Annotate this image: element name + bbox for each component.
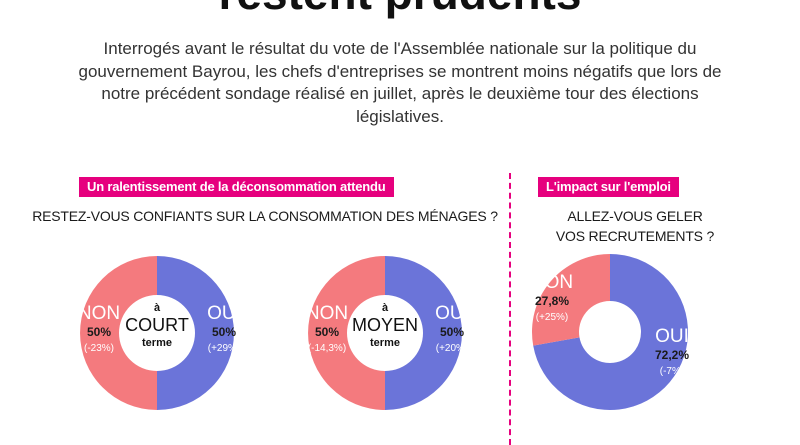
- donut-1-oui-value: 50%: [440, 325, 464, 339]
- question-employment-line1: ALLEZ-VOUS GELER: [567, 208, 703, 224]
- section-divider: [509, 173, 511, 445]
- section-tag-employment: L'impact sur l'emploi: [538, 177, 679, 197]
- donut-1-slice-oui: [385, 256, 462, 410]
- donut-2-non-name: NON: [531, 272, 573, 293]
- donut-1-non-name: NON: [306, 303, 348, 324]
- donut-0-oui-name: OUI: [207, 303, 241, 324]
- donut-2-slice-oui: [533, 254, 689, 410]
- donut-1-oui-name: OUI: [435, 303, 469, 324]
- donut-2-oui-value: 72,2%: [655, 348, 689, 362]
- donut-1-non-change: (-14,3%): [308, 343, 346, 354]
- donut-2-slice-non: [532, 253, 610, 346]
- donut-1-slice-non: [308, 256, 385, 410]
- donut-0-non-name: NON: [78, 303, 120, 324]
- section-tag-consumption: Un ralentissement de la déconsommation a…: [79, 177, 394, 197]
- donut-2-non-value: 27,8%: [535, 294, 569, 308]
- donut-0-center-term: COURT: [125, 315, 189, 335]
- intro-paragraph: Interrogés avant le résultat du vote de …: [78, 39, 722, 126]
- donut-1-center-term: MOYEN: [352, 315, 418, 335]
- donut-0-non-change: (-23%): [84, 343, 114, 354]
- donut-2-oui-name: OUI: [655, 326, 689, 347]
- donut-0-oui-value: 50%: [212, 325, 236, 339]
- donut-2-non-change: (+25%): [536, 312, 569, 323]
- donut-0-non-value: 50%: [87, 325, 111, 339]
- donut-1-oui-change: (+20%): [436, 343, 469, 354]
- donut-1-center-terme: terme: [370, 337, 400, 349]
- donut-0-slice-non: [80, 256, 157, 410]
- donut-0-center-a: à: [154, 302, 161, 314]
- page-title: restent prudents: [0, 0, 800, 20]
- donut-2-oui-change: (-7%): [660, 366, 684, 377]
- donut-0-oui-change: (+29%): [208, 343, 241, 354]
- question-employment-line2: VOS RECRUTEMENTS ?: [555, 228, 715, 244]
- donut-0-center-terme: terme: [142, 337, 172, 349]
- donut-1-non-value: 50%: [315, 325, 339, 339]
- donut-1-center-a: à: [382, 302, 389, 314]
- donut-0-slice-oui: [157, 256, 234, 410]
- question-consumption: RESTEZ-VOUS CONFIANTS SUR LA CONSOMMATIO…: [32, 208, 498, 224]
